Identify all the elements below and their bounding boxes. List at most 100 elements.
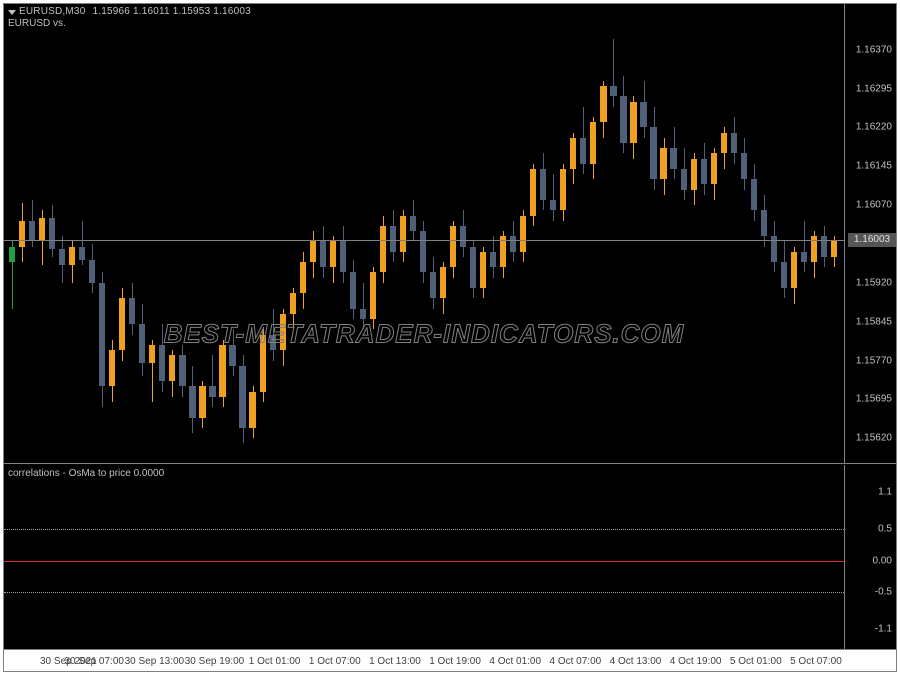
candle-body (119, 298, 125, 350)
candle-body (751, 179, 757, 210)
candle-body (440, 267, 446, 298)
candle-body (831, 240, 837, 257)
candle-body (540, 169, 546, 200)
candle-body (530, 169, 536, 216)
candle-body (270, 335, 276, 351)
candle-body (600, 86, 606, 122)
candle-body (139, 324, 145, 363)
time-xtick: 5 Oct 01:00 (730, 656, 782, 667)
candle-body (229, 345, 235, 366)
candle-body (570, 138, 576, 169)
candle-body (19, 221, 25, 247)
candle-body (159, 345, 165, 381)
candle-body (670, 148, 676, 169)
time-xtick: 1 Oct 13:00 (369, 656, 421, 667)
candle-body (721, 133, 727, 154)
candle-body (400, 216, 406, 252)
candle-body (430, 272, 436, 298)
price-plot[interactable]: EURUSD,M30 1.15966 1.16011 1.15953 1.160… (4, 4, 844, 463)
price-ytick: 1.16145 (856, 161, 892, 172)
chart-frame: EURUSD,M30 1.15966 1.16011 1.15953 1.160… (3, 3, 897, 672)
time-xtick: 30 Sep 07:00 (64, 656, 124, 667)
last-price-line (4, 240, 844, 241)
indicator-level-line (4, 529, 844, 530)
candle-body (260, 335, 266, 392)
candle-body (209, 386, 215, 396)
candle-body (129, 298, 135, 324)
candle-body (390, 226, 396, 252)
indicator-zero-line (4, 561, 844, 562)
time-xtick: 5 Oct 07:00 (790, 656, 842, 667)
candlestick-layer (4, 4, 844, 463)
candle-body (330, 241, 336, 267)
candle-body (310, 241, 316, 262)
candle-body (741, 153, 747, 179)
indicator-ytick: 0.5 (878, 524, 892, 535)
candle-body (59, 249, 65, 265)
candle-body (630, 102, 636, 143)
time-xtick: 30 Sep 13:00 (125, 656, 185, 667)
price-ytick: 1.16220 (856, 122, 892, 133)
time-xtick: 4 Oct 07:00 (549, 656, 601, 667)
price-ytick: 1.15845 (856, 316, 892, 327)
candle-body (290, 293, 296, 314)
candle-body (470, 247, 476, 288)
candle-body (410, 216, 416, 232)
candle-body (300, 262, 306, 293)
candle-body (89, 260, 95, 283)
candle-body (801, 252, 807, 262)
candle-wick (804, 221, 805, 273)
candle-body (29, 221, 35, 242)
price-ytick: 1.15920 (856, 277, 892, 288)
indicator-pane[interactable]: correlations - OsMa to price 0.0000 1.10… (4, 465, 896, 650)
candle-body (650, 127, 656, 179)
candle-body (79, 247, 85, 260)
candle-body (460, 226, 466, 247)
candle-body (510, 236, 516, 252)
candle-body (640, 102, 646, 128)
candle-body (731, 133, 737, 154)
candle-body (711, 153, 717, 184)
indicator-ytick: -0.5 (875, 586, 892, 597)
candle-body (791, 252, 797, 288)
price-ytick: 1.15770 (856, 355, 892, 366)
candle-body (49, 218, 55, 249)
candle-body (219, 345, 225, 397)
candle-body (149, 345, 155, 363)
candle-body (360, 309, 366, 319)
candle-wick (553, 174, 554, 221)
candle-body (199, 386, 205, 417)
price-ytick: 1.16295 (856, 83, 892, 94)
price-ytick: 1.15620 (856, 433, 892, 444)
candle-body (580, 138, 586, 164)
candle-body (620, 96, 626, 143)
candle-wick (212, 355, 213, 407)
time-xtick: 4 Oct 13:00 (610, 656, 662, 667)
indicator-level-line (4, 592, 844, 593)
candle-body (340, 241, 346, 272)
candle-body (9, 247, 15, 263)
time-xtick: 1 Oct 07:00 (309, 656, 361, 667)
candle-wick (613, 39, 614, 106)
candle-body (490, 252, 496, 268)
time-x-axis: 30 Sep 202130 Sep 07:0030 Sep 13:0030 Se… (4, 649, 896, 671)
candle-body (691, 159, 697, 190)
candle-body (370, 272, 376, 319)
indicator-lines-layer (4, 465, 844, 650)
candle-body (239, 366, 245, 428)
candle-body (520, 216, 526, 252)
price-pane[interactable]: EURUSD,M30 1.15966 1.16011 1.15953 1.160… (4, 4, 896, 464)
last-price-tag: 1.16003 (848, 233, 896, 247)
candle-body (99, 283, 105, 387)
candle-body (169, 355, 175, 381)
candle-body (420, 231, 426, 272)
price-ytick: 1.16370 (856, 44, 892, 55)
candle-body (280, 314, 286, 350)
candle-body (660, 148, 666, 179)
candle-body (179, 355, 185, 386)
candle-body (450, 226, 456, 267)
indicator-ytick: -1.1 (875, 624, 892, 635)
candle-body (69, 247, 75, 265)
indicator-plot[interactable]: correlations - OsMa to price 0.0000 (4, 465, 844, 650)
candle-body (681, 169, 687, 190)
